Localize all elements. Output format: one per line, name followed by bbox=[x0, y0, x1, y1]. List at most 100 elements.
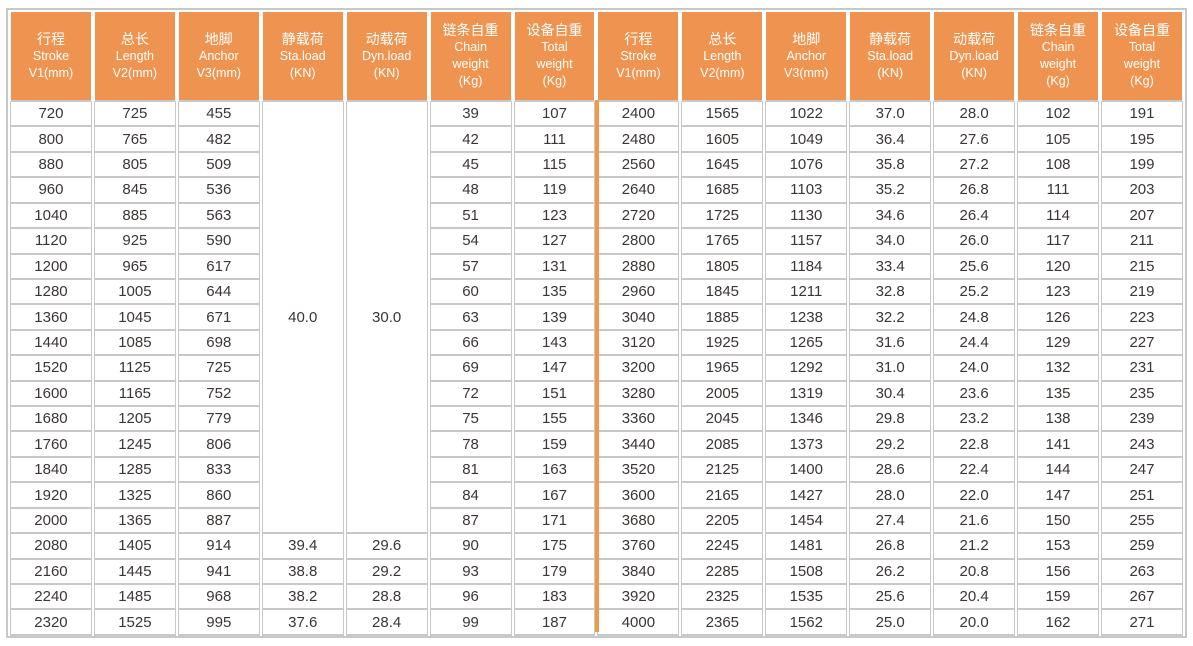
cell-right-stroke: 3680 bbox=[597, 508, 680, 535]
header-length-right: 总长 Length V2(mm) bbox=[681, 10, 764, 102]
table-row: 880 805 509 45 115 2560 1645 1076 35.8 27.2 108 199 bbox=[10, 152, 1183, 179]
table-row: 2240 1485 968 38.2 28.8 96 183 3920 2325 1535 25.6… bbox=[10, 585, 1183, 611]
cell-left-length: 1125 bbox=[93, 356, 176, 382]
cell-right-sta-load: 28.0 bbox=[849, 483, 932, 509]
header-line: V1(mm) bbox=[28, 65, 74, 80]
cell-right-chain-weight: 138 bbox=[1017, 407, 1099, 433]
cell-left-anchor: 698 bbox=[177, 330, 260, 357]
cell-left-anchor: 482 bbox=[177, 127, 260, 153]
cell-left-stroke: 1200 bbox=[10, 254, 92, 280]
cell-right-dyn-load: 20.8 bbox=[933, 559, 1016, 586]
cell-right-chain-weight: 147 bbox=[1017, 483, 1099, 509]
cell-right-sta-load: 31.0 bbox=[849, 356, 932, 382]
cell-left-length: 1525 bbox=[93, 610, 176, 636]
cell-left-dyn-load: 30.0 bbox=[345, 102, 428, 535]
cell-left-total-weight: 107 bbox=[513, 102, 596, 128]
header-line: 静载荷 bbox=[869, 30, 912, 47]
cell-right-dyn-load: 22.8 bbox=[933, 432, 1016, 458]
header-line: (Kg) bbox=[1130, 74, 1154, 88]
cell-left-chain-weight: 51 bbox=[429, 203, 512, 230]
cell-right-total-weight: 259 bbox=[1100, 534, 1183, 560]
cell-right-dyn-load: 27.2 bbox=[933, 152, 1016, 179]
header-chain-weight-right: 链条自重 Chain weight (Kg) bbox=[1017, 10, 1099, 102]
cell-right-sta-load: 27.4 bbox=[849, 508, 932, 535]
cell-left-anchor: 455 bbox=[177, 102, 260, 128]
cell-left-stroke: 1760 bbox=[10, 432, 92, 458]
header-anchor-right: 地脚 Anchor V3(mm) bbox=[765, 10, 848, 102]
cell-right-stroke: 2560 bbox=[597, 152, 680, 179]
cell-left-sta-load: 40.0 bbox=[261, 102, 344, 535]
cell-left-length: 845 bbox=[93, 178, 176, 204]
cell-right-sta-load: 37.0 bbox=[849, 102, 932, 128]
cell-right-dyn-load: 23.6 bbox=[933, 381, 1016, 408]
cell-right-total-weight: 211 bbox=[1100, 229, 1183, 255]
cell-left-stroke: 1520 bbox=[10, 356, 92, 382]
cell-left-stroke: 880 bbox=[10, 152, 92, 179]
cell-left-length: 1405 bbox=[93, 534, 176, 560]
table-row: 2000 1365 887 87 171 3680 2205 1454 27.4 21.6 150 2… bbox=[10, 508, 1183, 535]
cell-right-sta-load: 31.6 bbox=[849, 330, 932, 357]
cell-right-sta-load: 32.2 bbox=[849, 305, 932, 331]
cell-right-anchor: 1319 bbox=[765, 381, 848, 408]
cell-right-anchor: 1427 bbox=[765, 483, 848, 509]
cell-left-dyn-load: 29.6 bbox=[345, 534, 428, 560]
cell-left-length: 1085 bbox=[93, 330, 176, 357]
cell-right-chain-weight: 141 bbox=[1017, 432, 1099, 458]
cell-right-dyn-load: 25.2 bbox=[933, 279, 1016, 306]
cell-left-total-weight: 175 bbox=[513, 534, 596, 560]
cell-left-length: 1365 bbox=[93, 508, 176, 535]
cell-right-length: 1685 bbox=[681, 178, 764, 204]
spec-table-header: 行程 Stroke V1(mm) 总长 Length V2(mm) 地脚 Anchor V3(m… bbox=[10, 10, 1183, 102]
cell-left-anchor: 536 bbox=[177, 178, 260, 204]
cell-left-anchor: 644 bbox=[177, 279, 260, 306]
cell-right-chain-weight: 162 bbox=[1017, 610, 1099, 636]
table-row: 1440 1085 698 66 143 3120 1925 1265 31.6 24.4 129 2… bbox=[10, 330, 1183, 357]
cell-right-chain-weight: 114 bbox=[1017, 203, 1099, 230]
header-line: 设备自重 bbox=[1113, 22, 1170, 38]
cell-left-stroke: 2080 bbox=[10, 534, 92, 560]
cell-right-dyn-load: 26.0 bbox=[933, 229, 1016, 255]
cell-right-stroke: 3920 bbox=[597, 585, 680, 611]
cell-right-sta-load: 35.8 bbox=[849, 152, 932, 179]
cell-right-total-weight: 223 bbox=[1100, 305, 1183, 331]
cell-right-anchor: 1157 bbox=[765, 229, 848, 255]
cell-right-length: 2325 bbox=[681, 585, 764, 611]
header-line: (KN) bbox=[961, 65, 987, 80]
cell-right-length: 2285 bbox=[681, 559, 764, 586]
cell-right-total-weight: 271 bbox=[1100, 610, 1183, 636]
cell-left-stroke: 2240 bbox=[10, 585, 92, 611]
cell-right-total-weight: 199 bbox=[1100, 152, 1183, 179]
table-row: 2080 1405 914 39.4 29.6 90 175 3760 2245 1481 26.8… bbox=[10, 534, 1183, 560]
cell-right-length: 2005 bbox=[681, 381, 764, 408]
header-line: V3(mm) bbox=[784, 65, 829, 80]
cell-right-anchor: 1481 bbox=[765, 534, 848, 560]
header-anchor-left: 地脚 Anchor V3(mm) bbox=[177, 10, 260, 102]
cell-left-length: 725 bbox=[93, 102, 176, 128]
cell-left-chain-weight: 63 bbox=[429, 305, 512, 331]
header-length-left: 总长 Length V2(mm) bbox=[93, 10, 176, 102]
cell-right-stroke: 3360 bbox=[597, 407, 680, 433]
cell-right-stroke: 3040 bbox=[597, 305, 680, 331]
cell-right-anchor: 1130 bbox=[765, 203, 848, 230]
table-row: 720 725 455 40.0 30.0 39 107 2400 1565 1022 37.0 28… bbox=[10, 102, 1183, 535]
cell-left-length: 1045 bbox=[93, 305, 176, 331]
cell-left-stroke: 1280 bbox=[10, 279, 92, 306]
cell-right-sta-load: 32.8 bbox=[849, 279, 932, 306]
cell-left-stroke: 1840 bbox=[10, 457, 92, 484]
cell-right-dyn-load: 24.0 bbox=[933, 356, 1016, 382]
cell-right-stroke: 2480 bbox=[597, 127, 680, 153]
cell-left-length: 1285 bbox=[93, 457, 176, 484]
cell-right-dyn-load: 22.0 bbox=[933, 483, 1016, 509]
header-dyn-load-right: 动载荷 Dyn.load (KN) bbox=[933, 10, 1016, 102]
header-sta-load-left: 静载荷 Sta.load (KN) bbox=[261, 10, 344, 102]
header-line: Anchor bbox=[786, 48, 827, 63]
cell-right-sta-load: 36.4 bbox=[849, 127, 932, 153]
cell-left-length: 765 bbox=[93, 127, 176, 153]
cell-right-dyn-load: 23.2 bbox=[933, 407, 1016, 433]
cell-right-anchor: 1265 bbox=[765, 330, 848, 357]
cell-left-anchor: 968 bbox=[177, 585, 260, 611]
cell-right-anchor: 1103 bbox=[765, 178, 848, 204]
cell-right-sta-load: 26.2 bbox=[849, 559, 932, 586]
cell-right-stroke: 2960 bbox=[597, 279, 680, 306]
cell-left-anchor: 806 bbox=[177, 432, 260, 458]
